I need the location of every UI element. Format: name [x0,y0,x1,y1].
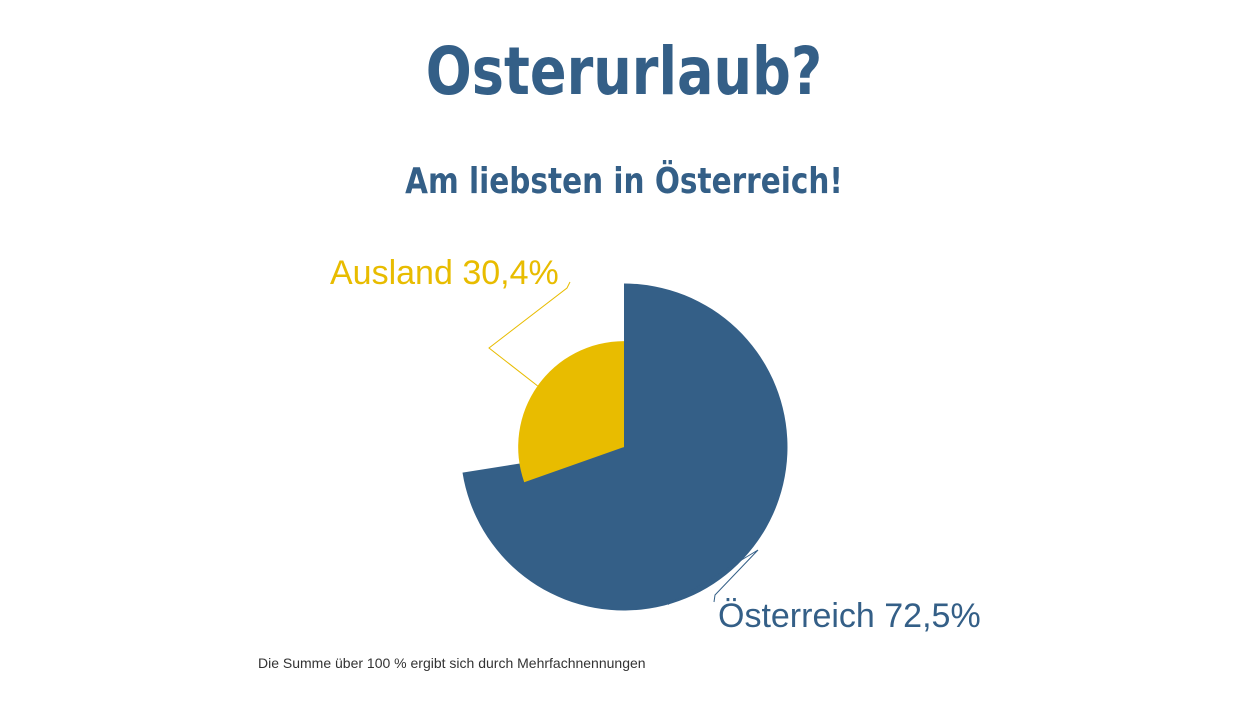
data-label-ausland: Ausland 30,4% [330,254,559,292]
pie-slice-oesterreich [462,283,788,611]
pie-slice-ausland [518,341,624,483]
footnote: Die Summe über 100 % ergibt sich durch M… [258,655,646,671]
chart-subtitle: Am liebsten in Österreich! [405,161,843,202]
leader-line-ausland [488,281,571,387]
chart-title: Osterurlaub? [425,33,823,110]
leader-line-oesterreich [667,549,759,605]
data-label-oesterreich: Österreich 72,5% [718,597,981,635]
